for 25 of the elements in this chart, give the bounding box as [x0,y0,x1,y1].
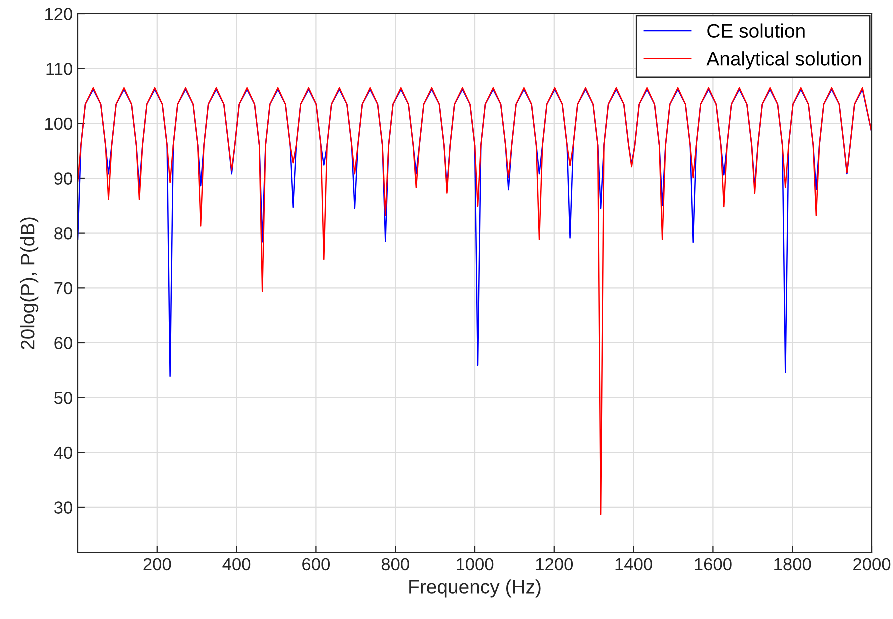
x-tick-label: 1600 [695,558,732,571]
y-tick-label: 80 [54,227,72,240]
y-tick-label: 100 [46,118,72,130]
y-tick-label: 110 [46,63,72,76]
x-axis-title: Frequency (Hz) [410,580,541,598]
y-tick-label: 120 [46,8,72,20]
y-tick-label: 50 [54,392,72,404]
y-tick-label: 60 [54,337,72,350]
x-tick-label: 200 [144,558,172,571]
x-tick-label: 600 [302,558,330,571]
y-tick-label: 40 [54,446,72,460]
x-tick-label: 1400 [616,558,652,571]
x-tick-label: 1200 [536,558,574,571]
legend-label: CE solution [708,24,805,38]
x-tick-label: 1800 [774,558,812,571]
legend-label: Analytical solution [706,52,862,70]
x-tick-label: 400 [222,558,251,571]
y-axis-title: 20log(P), P(dB) [20,218,39,350]
y-tick-label: 30 [54,502,72,514]
x-tick-label: 800 [382,558,410,571]
x-tick-label: 2000 [854,558,891,571]
line-series [78,87,872,516]
y-tick-label: 70 [54,282,72,295]
y-tick-label: 90 [54,172,72,185]
x-tick-label: 1000 [457,558,494,571]
